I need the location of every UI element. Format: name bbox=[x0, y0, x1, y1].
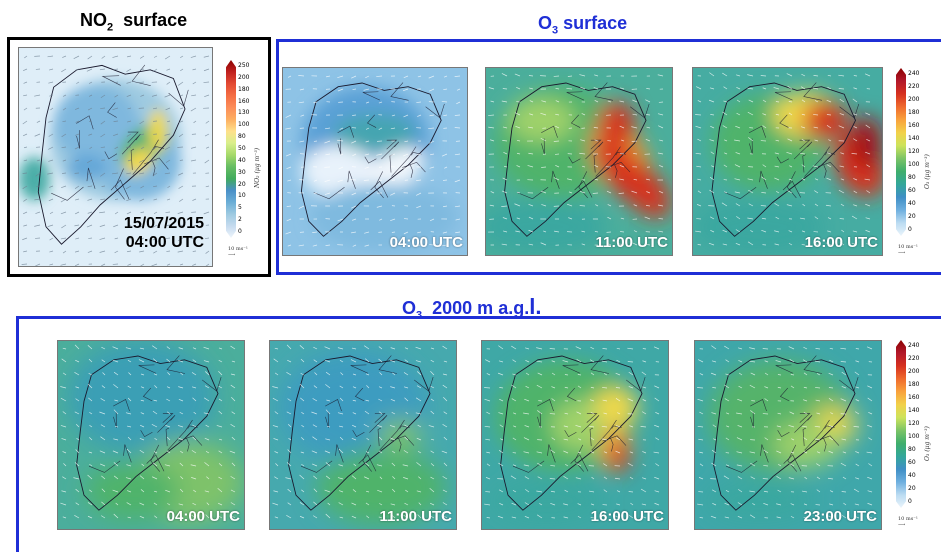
concentration-field bbox=[283, 68, 467, 255]
colorbar-tick-label: 120 bbox=[908, 148, 920, 155]
o3-2000m-frame bbox=[16, 316, 941, 552]
concentration-field bbox=[693, 68, 882, 255]
concentration-field bbox=[482, 341, 668, 529]
colorbar-tick-label: 220 bbox=[908, 83, 920, 90]
o3-surface-frame bbox=[276, 39, 941, 275]
colorbar-gradient bbox=[896, 340, 906, 508]
o3-2000m-map-1600: 16:00 UTC bbox=[481, 340, 669, 530]
title-species: O bbox=[402, 298, 417, 318]
o3-surface-map-1100: 11:00 UTC bbox=[485, 67, 673, 256]
colorbar-tick-label: 250 bbox=[238, 62, 250, 69]
colorbar-tick-label: 200 bbox=[908, 368, 920, 375]
colorbar-tick-label: 160 bbox=[908, 122, 920, 129]
time-label: 23:00 UTC bbox=[803, 508, 877, 525]
concentration-field bbox=[486, 68, 672, 255]
colorbar-tick-label: 140 bbox=[908, 407, 920, 414]
colorbar-tick-label: 2 bbox=[238, 216, 242, 224]
colorbar-tick-label: 180 bbox=[908, 109, 920, 116]
colorbar-tick-label: 40 bbox=[238, 156, 246, 164]
time-text: 04:00 UTC bbox=[125, 234, 204, 251]
colorbar-tick-label: 220 bbox=[908, 355, 920, 362]
o3-2000m-title: O3 2000 m a.g.l. bbox=[402, 294, 541, 322]
wind-scale-key: 10 ms⁻¹ ⟶ bbox=[228, 246, 248, 258]
colorbar-tick-label: 0 bbox=[908, 226, 912, 233]
colorbar-tick-label: 50 bbox=[238, 145, 246, 152]
no2-surface-title: NO2 surface bbox=[80, 10, 187, 34]
colorbar-tick-label: 200 bbox=[908, 96, 920, 103]
concentration-field bbox=[58, 341, 244, 529]
title-suffix: surface bbox=[558, 13, 628, 33]
colorbar-tick-label: 240 bbox=[908, 342, 920, 349]
colorbar-tick-label: 20 bbox=[238, 180, 246, 188]
colorbar-tick-label: 20 bbox=[908, 485, 916, 492]
wind-scale-key: 10 ms⁻¹ ⟶ bbox=[898, 516, 918, 528]
colorbar-tick-label: 160 bbox=[908, 394, 920, 401]
colorbar-tick-label: 100 bbox=[908, 161, 920, 168]
colorbar-tick-label: 5 bbox=[238, 204, 242, 212]
colorbar-tick-label: 40 bbox=[908, 472, 916, 479]
title-subscript: 3 bbox=[416, 309, 423, 322]
no2-colorbar: 250 200 180 160 130 100 80 50 40 30 20 10 5 2 0 NO₂ (µg… bbox=[226, 60, 266, 260]
time-label: 04:00 UTC bbox=[166, 508, 240, 525]
title-species: O bbox=[538, 13, 553, 33]
title-subscript: 3 bbox=[552, 24, 559, 37]
colorbar-tick-label: 160 bbox=[238, 97, 250, 105]
colorbar-tick-label: 120 bbox=[908, 420, 920, 427]
colorbar-gradient bbox=[896, 68, 906, 236]
title-subscript: 2 bbox=[107, 21, 114, 34]
no2-map: 15/07/2015 04:00 UTC bbox=[18, 47, 213, 267]
colorbar-tick-label: 180 bbox=[908, 381, 920, 388]
concentration-field bbox=[695, 341, 881, 529]
colorbar-tick-label: 20 bbox=[908, 213, 916, 220]
colorbar-tick-label: 60 bbox=[908, 187, 916, 194]
colorbar-tick-label: 180 bbox=[238, 85, 250, 93]
o3-2000m-colorbar: 240 220 200 180 160 140 120 100 80 60 40 20 0 O₃ (µg … bbox=[896, 340, 936, 540]
colorbar-tick-label: 60 bbox=[908, 459, 916, 466]
wind-scale-key: 10 ms⁻¹ ⟶ bbox=[898, 244, 918, 256]
colorbar-gradient bbox=[226, 60, 236, 238]
colorbar-unit-label: O₃ (µg m⁻³) bbox=[924, 426, 931, 461]
o3-2000m-map-1100: 11:00 UTC bbox=[269, 340, 457, 530]
colorbar-tick-label: 140 bbox=[908, 135, 920, 142]
colorbar-tick-label: 130 bbox=[238, 109, 250, 117]
colorbar-unit-label: O₃ (µg m⁻³) bbox=[924, 154, 931, 189]
time-label: 11:00 UTC bbox=[595, 234, 668, 251]
no2-frame bbox=[7, 37, 271, 277]
colorbar-tick-label: 10 bbox=[238, 192, 246, 200]
date-label: 15/07/2015 04:00 UTC bbox=[124, 214, 204, 252]
o3-2000m-map-2300: 23:00 UTC bbox=[694, 340, 882, 530]
colorbar-tick-label: 200 bbox=[238, 73, 250, 81]
colorbar-unit-label: NO₂ (µg m⁻³) bbox=[254, 148, 261, 189]
colorbar-tick-label: 80 bbox=[238, 133, 246, 141]
o3-2000m-map-0400: 04:00 UTC bbox=[57, 340, 245, 530]
time-label: 16:00 UTC bbox=[804, 234, 878, 251]
title-suffix: 2000 m a.g. bbox=[422, 298, 530, 318]
colorbar-tick-label: 80 bbox=[908, 446, 916, 453]
o3-surface-title: O3 surface bbox=[538, 13, 627, 37]
time-label: 04:00 UTC bbox=[389, 234, 463, 251]
date-text: 15/07/2015 bbox=[123, 215, 204, 232]
concentration-field bbox=[270, 341, 456, 529]
o3-surface-colorbar: 240 220 200 180 160 140 120 100 80 60 40 20 0 O₃ (µg … bbox=[896, 68, 936, 268]
colorbar-tick-label: 40 bbox=[908, 200, 916, 207]
colorbar-tick-label: 100 bbox=[238, 121, 250, 129]
concentration-field bbox=[19, 48, 212, 266]
colorbar-tick-label: 240 bbox=[908, 70, 920, 77]
time-label: 11:00 UTC bbox=[379, 508, 452, 525]
colorbar-tick-label: 0 bbox=[238, 228, 242, 235]
time-label: 16:00 UTC bbox=[590, 508, 664, 525]
o3-surface-map-1600: 16:00 UTC bbox=[692, 67, 883, 256]
title-species: NO bbox=[80, 10, 107, 30]
colorbar-tick-label: 80 bbox=[908, 174, 916, 181]
colorbar-tick-label: 30 bbox=[238, 168, 246, 176]
o3-surface-map-0400: 04:00 UTC bbox=[282, 67, 468, 256]
title-tail: l. bbox=[529, 294, 542, 319]
title-suffix: surface bbox=[113, 10, 188, 30]
colorbar-tick-label: 0 bbox=[908, 498, 912, 505]
colorbar-tick-label: 100 bbox=[908, 433, 920, 440]
